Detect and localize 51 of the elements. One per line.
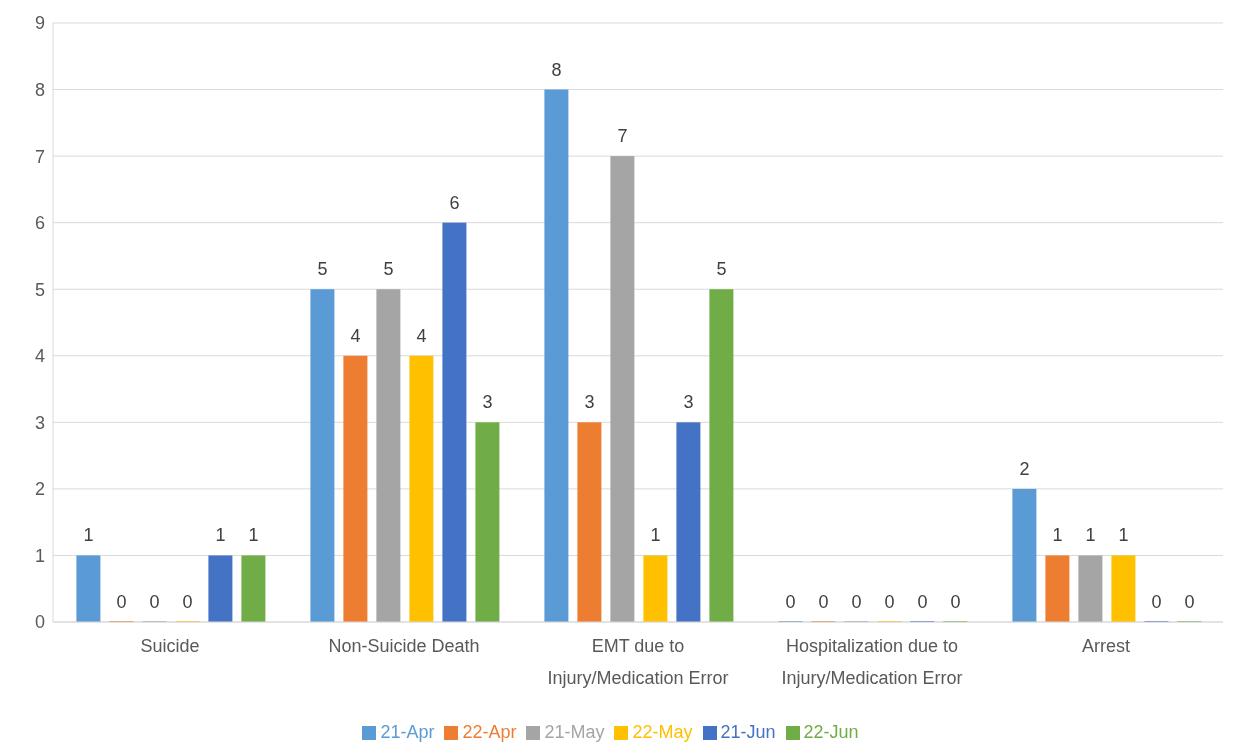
- data-label: 3: [683, 392, 694, 413]
- legend-label: 21-May: [544, 722, 605, 742]
- data-label: 3: [482, 392, 493, 413]
- data-label: 0: [1151, 592, 1162, 612]
- legend-label: 22-May: [632, 722, 693, 742]
- x-tick-label: Arrest: [1081, 636, 1131, 656]
- data-label: 6: [449, 192, 460, 213]
- x-tick-label: Suicide: [140, 636, 200, 656]
- y-tick-label: 4: [34, 346, 45, 367]
- data-label: 4: [350, 325, 361, 346]
- y-tick-label: 5: [34, 279, 45, 300]
- y-tick-label: 8: [34, 79, 45, 100]
- data-label: 5: [716, 259, 727, 280]
- y-tick-label: 3: [34, 412, 45, 433]
- data-label: 8: [551, 59, 562, 80]
- data-label: 5: [383, 259, 394, 280]
- data-label: 1: [1085, 525, 1096, 546]
- data-label: 1: [1052, 525, 1063, 546]
- data-label: 1: [248, 525, 259, 546]
- data-label: 1: [1118, 525, 1129, 546]
- legend-label: 21-Jun: [720, 722, 776, 742]
- y-tick-label: 2: [34, 479, 45, 500]
- x-tick-label: Hospitalization due to Injury/Medication Error: [781, 636, 963, 688]
- data-label: 4: [416, 325, 427, 346]
- data-label: 7: [617, 126, 628, 147]
- data-label: 1: [650, 525, 661, 546]
- data-label: 0: [917, 592, 928, 612]
- x-tick-label: EMT due to Injury/Medication Error: [547, 636, 729, 688]
- data-label: 0: [851, 592, 862, 612]
- y-tick-label: 9: [34, 13, 45, 34]
- legend-label: 21-Apr: [380, 722, 435, 742]
- data-label: 0: [785, 592, 796, 612]
- data-label: 1: [83, 525, 94, 546]
- data-label: 3: [584, 392, 595, 413]
- data-label: 0: [884, 592, 895, 612]
- data-label: 2: [1019, 458, 1030, 479]
- y-tick-label: 0: [34, 612, 45, 633]
- data-label: 0: [818, 592, 829, 612]
- y-tick-label: 1: [34, 545, 45, 566]
- data-label: 0: [1184, 592, 1195, 612]
- data-label: 0: [182, 592, 193, 612]
- data-label: 1: [215, 525, 226, 546]
- x-tick-label: Non-Suicide Death: [328, 636, 480, 656]
- legend-label: 22-Jun: [803, 722, 859, 742]
- data-label: 5: [317, 259, 328, 280]
- y-tick-label: 6: [34, 213, 45, 234]
- legend-label: 22-Apr: [462, 722, 517, 742]
- data-label: 0: [149, 592, 160, 612]
- data-label: 0: [116, 592, 127, 612]
- data-label: 0: [950, 592, 961, 612]
- y-tick-label: 7: [34, 146, 45, 167]
